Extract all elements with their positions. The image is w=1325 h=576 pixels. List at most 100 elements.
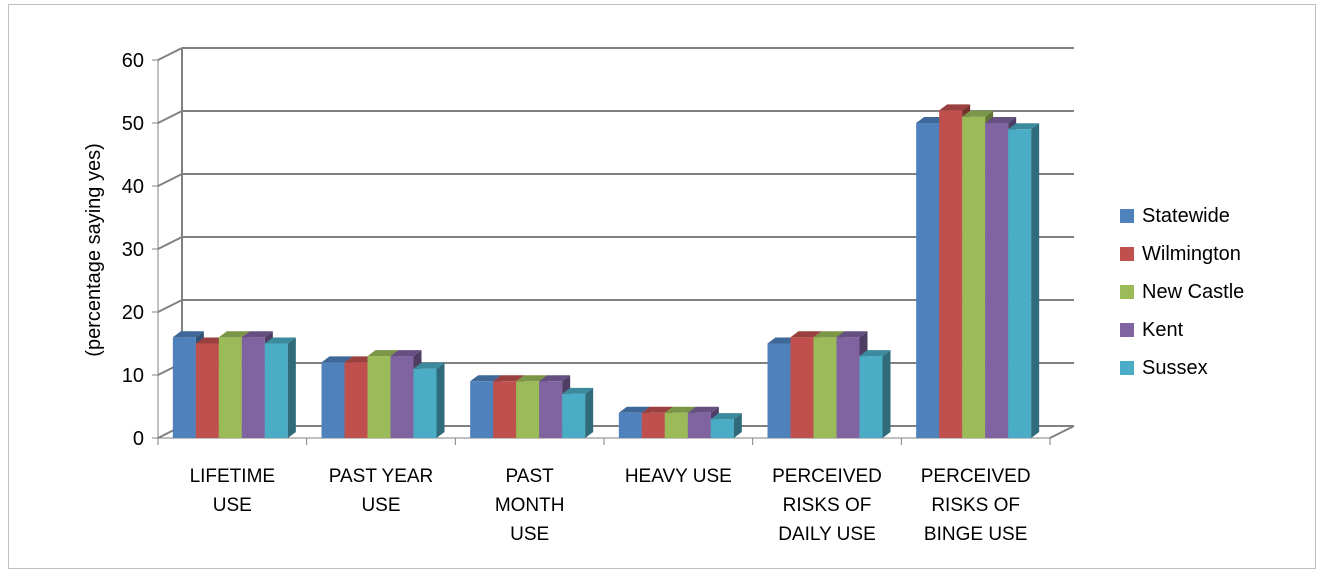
bar [687,412,711,438]
y-tick-label: 50 [122,113,144,135]
bar [390,356,414,438]
y-tick-label: 0 [133,428,144,450]
bar [241,337,265,438]
bar [618,412,642,438]
bar [195,343,219,438]
bar [767,343,791,438]
x-tick-label: PERCEIVED [772,466,882,487]
legend-swatch [1120,361,1134,375]
bar-top [516,375,548,382]
bar-top [562,387,594,394]
bar-top [218,331,250,338]
bar [172,337,196,438]
y-tick-label: 40 [122,176,144,198]
legend-swatch [1120,209,1134,223]
bar-top [367,350,399,357]
bar [710,419,734,438]
bar-top [813,331,845,338]
x-tick-label: MONTH [495,495,565,516]
x-tick-label: USE [510,524,549,545]
bar-top [710,413,742,420]
bar [218,337,242,438]
y-axis-label: (percentage saying yes) [83,143,105,356]
bar-side [436,362,445,438]
floor-right-edge [1049,425,1075,439]
legend-swatch [1120,323,1134,337]
bar [641,412,665,438]
x-tick-label: PAST [506,466,555,487]
bar-side [287,337,296,438]
bar [264,343,288,438]
bar-top [390,350,422,357]
legend-entry: Wilmington [1142,243,1241,265]
legend-entry: Statewide [1142,205,1230,227]
bar [790,337,814,438]
bar [916,123,940,438]
bar-side [1031,123,1040,439]
bar [344,362,368,438]
bar [321,362,345,438]
legend: Statewide Wilmington New Castle Kent Sussex [1120,205,1244,379]
bar [939,110,963,439]
bar [562,393,586,438]
legend-swatch [1120,247,1134,261]
chart-frame [8,4,1316,569]
bar-top [664,406,696,413]
x-tick-label: PAST YEAR [329,466,434,487]
x-tick-label: RISKS OF [783,495,872,516]
x-tick-label: DAILY USE [778,524,876,545]
bar-top [836,331,868,338]
bar [470,381,494,438]
bar [539,381,563,438]
x-tick-label: LIFETIME [190,466,276,487]
bar-top [1008,123,1040,130]
legend-swatch [1120,285,1134,299]
gridline-diagonal [157,173,183,187]
bar-top [493,375,525,382]
x-tick-label: USE [361,495,400,516]
bar-top [264,337,296,344]
bar [664,412,688,438]
bar-top [470,375,502,382]
bar-top [641,406,673,413]
y-tick-label: 30 [122,239,144,261]
bar-top [172,331,204,338]
bar [859,356,883,438]
bar [1008,129,1032,439]
bar-top [859,350,891,357]
bar-side [585,387,594,438]
bar-top [985,117,1017,123]
bar-top [241,331,273,338]
gridline-diagonal [157,110,183,124]
gridline-diagonal [157,47,183,61]
bar-side [733,413,742,438]
bar [367,356,391,438]
bar-top [618,406,650,413]
x-tick-label: USE [213,495,252,516]
legend-entry: Sussex [1142,357,1208,379]
gridline-diagonal [157,299,183,313]
gridline-diagonal [157,236,183,250]
y-tick-label: 20 [122,302,144,324]
x-tick-label: BINGE USE [924,524,1027,545]
bar [836,337,860,438]
bar [813,337,837,438]
bar [413,368,437,438]
bar-top [939,104,971,111]
x-tick-label: PERCEIVED [921,466,1031,487]
x-tick-label: HEAVY USE [625,466,732,487]
bar-top [687,406,719,413]
bar [985,123,1009,438]
legend-entry: New Castle [1142,281,1244,303]
bar [493,381,517,438]
bar [516,381,540,438]
bar-top [790,331,822,338]
bar-top [962,110,994,117]
x-tick-label: RISKS OF [931,495,1020,516]
legend-entry: Kent [1142,319,1184,341]
bar-side [882,350,891,438]
bar-top [413,362,445,369]
bar-top [539,375,571,382]
y-tick-label: 10 [122,365,144,387]
